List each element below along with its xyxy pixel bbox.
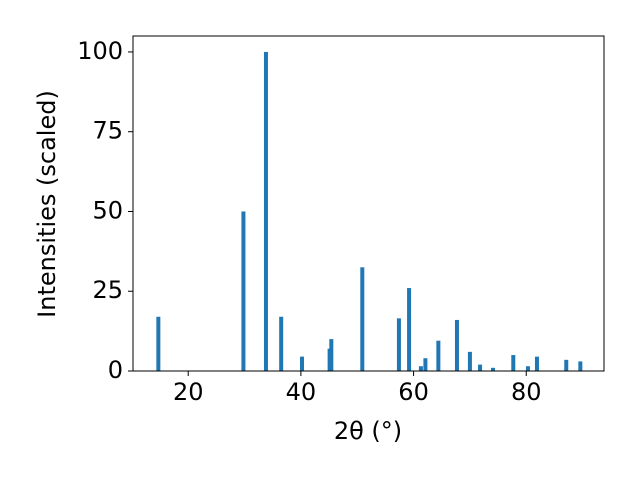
bar [525,366,530,371]
bar [418,366,423,371]
bar [467,351,472,371]
bar [511,355,516,371]
y-tick-label: 25 [92,276,123,304]
bar [578,361,583,371]
y-tick-label: 50 [92,196,123,224]
bar [564,359,569,371]
x-tick-label: 40 [286,378,317,406]
bar [263,51,268,371]
bar [407,288,412,371]
x-tick-label: 60 [398,378,429,406]
y-axis-label: Intensities (scaled) [33,90,61,318]
bar [300,356,305,371]
bar [534,356,539,371]
bar [360,267,365,371]
bar [279,316,284,371]
bar [454,319,459,371]
y-tick-label: 0 [108,356,123,384]
x-tick-label: 20 [173,378,204,406]
bar [241,211,246,371]
bar [436,340,441,371]
bar [478,364,483,371]
bar [491,367,496,371]
x-tick-label: 80 [511,378,542,406]
plot-frame [132,35,605,372]
y-tick-label: 100 [77,37,123,65]
bar [156,316,161,371]
x-axis-label: 2θ (°) [334,417,402,445]
bar [423,358,428,371]
bar [329,339,334,371]
y-tick-label: 75 [92,117,123,145]
bar [396,318,401,371]
